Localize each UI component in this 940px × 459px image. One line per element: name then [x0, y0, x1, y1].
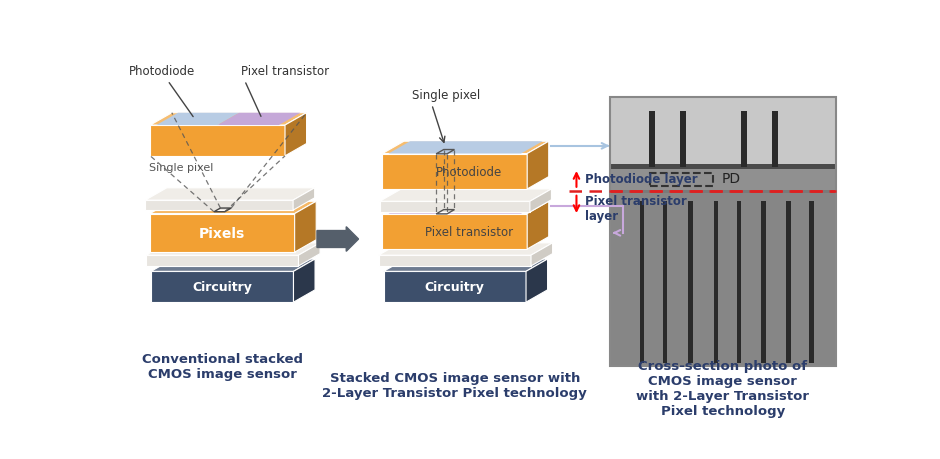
Bar — [609, 97, 836, 366]
Polygon shape — [383, 214, 527, 249]
Bar — [609, 164, 836, 169]
FancyArrow shape — [317, 227, 358, 252]
Polygon shape — [383, 202, 549, 214]
Polygon shape — [388, 142, 542, 154]
Polygon shape — [527, 202, 549, 249]
Text: Photodiode layer: Photodiode layer — [585, 173, 697, 186]
Bar — [761, 202, 766, 363]
Polygon shape — [150, 126, 285, 157]
Polygon shape — [218, 113, 301, 126]
Text: Single pixel: Single pixel — [149, 162, 213, 173]
Polygon shape — [527, 142, 549, 190]
Bar — [688, 202, 693, 363]
Polygon shape — [383, 142, 549, 154]
Polygon shape — [293, 188, 315, 211]
Polygon shape — [156, 113, 239, 126]
Bar — [772, 112, 778, 168]
Bar — [663, 202, 667, 363]
Text: Cross-section photo of
CMOS image sensor
with 2-Layer Transistor
Pixel technolog: Cross-section photo of CMOS image sensor… — [636, 359, 809, 418]
Polygon shape — [380, 202, 530, 213]
Polygon shape — [285, 113, 306, 157]
Text: PD: PD — [722, 172, 741, 185]
Text: Pixel transistor: Pixel transistor — [241, 64, 329, 78]
Polygon shape — [146, 243, 320, 256]
Polygon shape — [149, 214, 294, 252]
Bar — [680, 112, 686, 168]
Text: Pixel transistor
layer: Pixel transistor layer — [585, 195, 687, 223]
Text: Stacked CMOS image sensor with
2-Layer Transistor Pixel technology: Stacked CMOS image sensor with 2-Layer T… — [322, 371, 588, 399]
Polygon shape — [299, 243, 320, 266]
Text: Pixels: Pixels — [199, 226, 245, 241]
Polygon shape — [146, 256, 299, 266]
Polygon shape — [388, 202, 542, 214]
Text: Pixel transistor: Pixel transistor — [425, 225, 512, 238]
Polygon shape — [530, 190, 552, 213]
Polygon shape — [380, 190, 552, 202]
Polygon shape — [526, 259, 548, 302]
Bar — [742, 112, 747, 168]
Text: Single pixel: Single pixel — [413, 89, 480, 102]
Polygon shape — [146, 201, 293, 211]
Text: Conventional stacked
CMOS image sensor: Conventional stacked CMOS image sensor — [142, 353, 303, 380]
Polygon shape — [384, 272, 526, 302]
Bar — [609, 97, 836, 366]
Text: Photodiode: Photodiode — [435, 165, 502, 179]
Polygon shape — [146, 188, 315, 201]
Bar — [650, 174, 713, 186]
Bar — [609, 97, 836, 165]
Bar — [713, 202, 718, 363]
Polygon shape — [149, 202, 316, 214]
Text: Photodiode: Photodiode — [129, 64, 196, 78]
Bar — [609, 169, 836, 190]
Polygon shape — [379, 243, 553, 256]
Polygon shape — [151, 272, 293, 302]
Bar — [809, 202, 814, 363]
Text: Circuitry: Circuitry — [425, 280, 485, 294]
Bar — [737, 202, 742, 363]
Bar — [609, 193, 836, 366]
Bar — [786, 202, 791, 363]
Polygon shape — [531, 243, 553, 266]
Polygon shape — [150, 113, 306, 126]
Polygon shape — [294, 202, 316, 252]
Text: Circuitry: Circuitry — [193, 280, 252, 294]
Polygon shape — [384, 259, 548, 272]
Polygon shape — [383, 154, 527, 190]
Bar — [649, 112, 655, 168]
Polygon shape — [379, 256, 531, 266]
Polygon shape — [293, 259, 315, 302]
Bar — [639, 202, 644, 363]
Polygon shape — [151, 259, 315, 272]
